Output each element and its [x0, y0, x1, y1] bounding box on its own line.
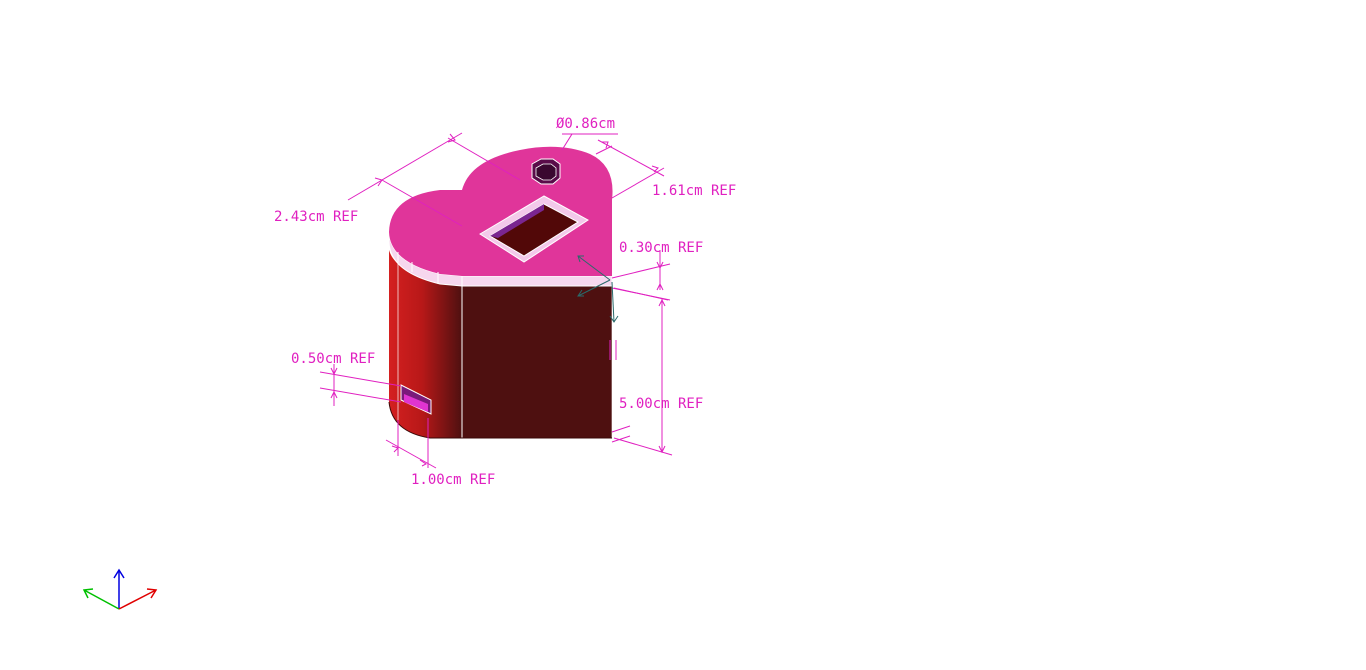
- top-hole-inner: [535, 163, 557, 181]
- dim-hole-diameter-label: Ø0.86cm: [556, 116, 615, 132]
- edge-line: [388, 401, 612, 439]
- axis-triad[interactable]: [82, 568, 158, 610]
- x-axis-arrow: [118, 588, 158, 610]
- move-cursor-icon[interactable]: [577, 255, 619, 360]
- dim-slot-height-label: 0.50cm REF: [291, 351, 375, 367]
- z-axis-arrow: [113, 568, 125, 609]
- front-side-face: [462, 282, 612, 438]
- top-pocket-wall: [490, 204, 544, 238]
- side-slot-inner: [404, 394, 428, 412]
- heart-box-model[interactable]: [388, 146, 613, 439]
- rim-ticks: [397, 252, 463, 286]
- dim-slot-width-label: 1.00cm REF: [411, 472, 495, 488]
- y-axis-arrow: [82, 588, 120, 610]
- dim-lip-label: 0.30cm REF: [619, 240, 703, 256]
- dim-width-label: 2.43cm REF: [274, 209, 358, 225]
- dim-height-label: 5.00cm REF: [619, 396, 703, 412]
- dimension-labels: 2.43cm REF Ø0.86cm 1.61cm REF 0.30cm REF…: [274, 116, 736, 488]
- dim-depth-label: 1.61cm REF: [652, 183, 736, 199]
- dimension-annotations: [319, 132, 673, 469]
